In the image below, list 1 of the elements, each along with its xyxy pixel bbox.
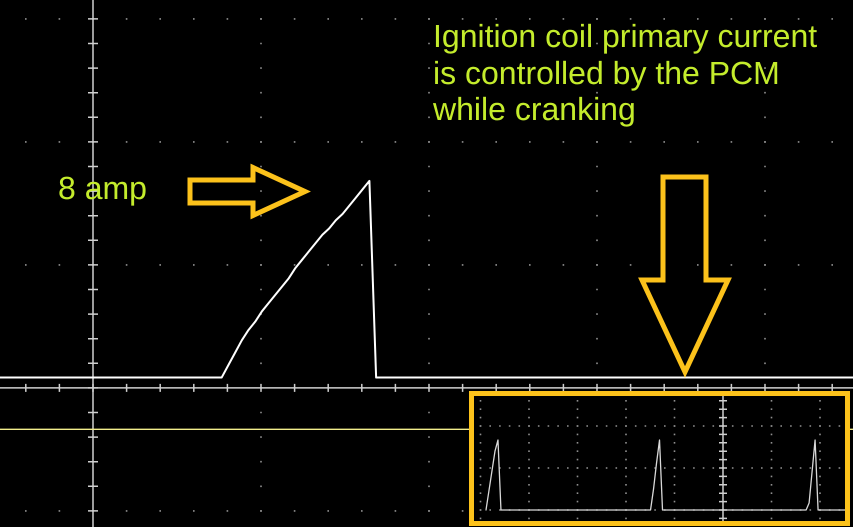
text: Ignition coil primary current is controlled by the PCM while cranking [433, 18, 818, 128]
